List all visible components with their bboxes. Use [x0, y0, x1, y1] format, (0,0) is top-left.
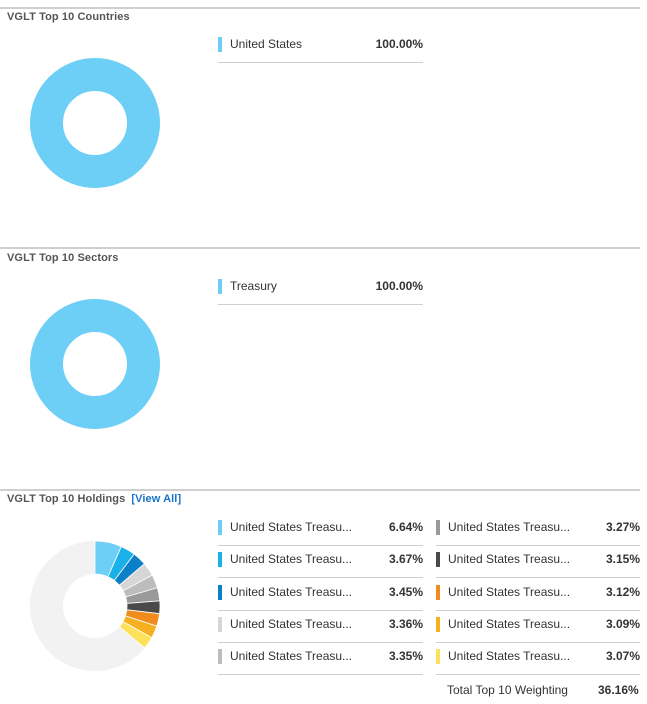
holding-row: United States Treasu... 3.67%	[218, 545, 423, 579]
holding-value: 3.27%	[605, 520, 640, 534]
holdings-slice-10	[118, 621, 153, 649]
holding-label: United States Treasu...	[230, 616, 353, 631]
legend-swatch	[218, 552, 222, 568]
holdings-section-title: VGLT Top 10 Holdings [View All]	[7, 493, 181, 505]
sectors-slice	[30, 299, 160, 429]
sectors-section-title: VGLT Top 10 Sectors	[7, 252, 119, 264]
holding-label: United States Treasu...	[230, 584, 353, 599]
holding-row: United States Treasu... 3.35%	[218, 642, 423, 676]
holding-row: United States Treasu... 3.15%	[436, 545, 640, 579]
holding-row: United States Treasu... 3.27%	[436, 513, 640, 546]
legend-swatch	[436, 584, 440, 600]
countries-section-rule	[0, 7, 640, 9]
holding-row: United States Treasu... 3.07%	[436, 642, 640, 676]
holding-row: United States Treasu... 6.64%	[218, 513, 423, 546]
legend-swatch	[218, 616, 222, 632]
holding-value: 3.67%	[388, 552, 423, 567]
legend-swatch	[436, 616, 440, 632]
total-weighting-label: Total Top 10 Weighting	[447, 683, 568, 697]
holding-value: 3.09%	[605, 616, 640, 631]
legend-swatch	[218, 649, 222, 665]
holding-label: United States Treasu...	[448, 584, 571, 599]
holding-value: 3.35%	[388, 649, 423, 664]
holding-label: United States Treasu...	[448, 616, 571, 631]
holdings-donut-chart	[30, 540, 161, 671]
holding-value: 3.07%	[605, 649, 640, 664]
legend-value: 100.00%	[375, 279, 423, 293]
sectors-donut-chart	[30, 299, 160, 429]
holdings-section-rule	[0, 489, 640, 491]
holding-row: United States Treasu... 3.36%	[218, 610, 423, 643]
sectors-legend-row: Treasury 100.00%	[218, 272, 423, 305]
holding-value: 6.64%	[388, 520, 423, 534]
legend-swatch	[218, 279, 222, 294]
legend-swatch	[218, 520, 222, 535]
legend-label: Treasury	[230, 279, 277, 293]
holding-row: United States Treasu... 3.09%	[436, 610, 640, 643]
holdings-title-text: VGLT Top 10 Holdings	[7, 493, 126, 505]
view-all-link[interactable]: [View All]	[131, 493, 182, 505]
legend-swatch	[436, 552, 440, 568]
legend-label: United States	[230, 37, 303, 51]
holding-label: United States Treasu...	[448, 649, 571, 664]
legend-swatch	[436, 520, 440, 535]
total-weighting-value: 36.16%	[598, 683, 639, 697]
legend-swatch	[218, 37, 222, 52]
countries-legend-row: United States 100.00%	[218, 30, 423, 63]
countries-donut-chart	[30, 58, 160, 188]
countries-slice	[30, 58, 160, 188]
holding-label: United States Treasu...	[230, 520, 353, 534]
holding-value: 3.45%	[388, 584, 423, 599]
holding-label: United States Treasu...	[448, 520, 571, 534]
sectors-section-rule	[0, 247, 640, 249]
legend-swatch	[436, 649, 440, 665]
holding-label: United States Treasu...	[448, 552, 571, 567]
holding-value: 3.12%	[605, 584, 640, 599]
holding-value: 3.15%	[605, 552, 640, 567]
holding-label: United States Treasu...	[230, 552, 353, 567]
holding-row: United States Treasu... 3.12%	[436, 578, 640, 611]
legend-swatch	[218, 584, 222, 600]
countries-section-title: VGLT Top 10 Countries	[7, 11, 130, 23]
holding-value: 3.36%	[388, 616, 423, 631]
legend-value: 100.00%	[375, 37, 423, 51]
holdings-slice-other	[30, 541, 145, 671]
holding-row: United States Treasu... 3.45%	[218, 578, 423, 611]
holding-label: United States Treasu...	[230, 649, 353, 664]
